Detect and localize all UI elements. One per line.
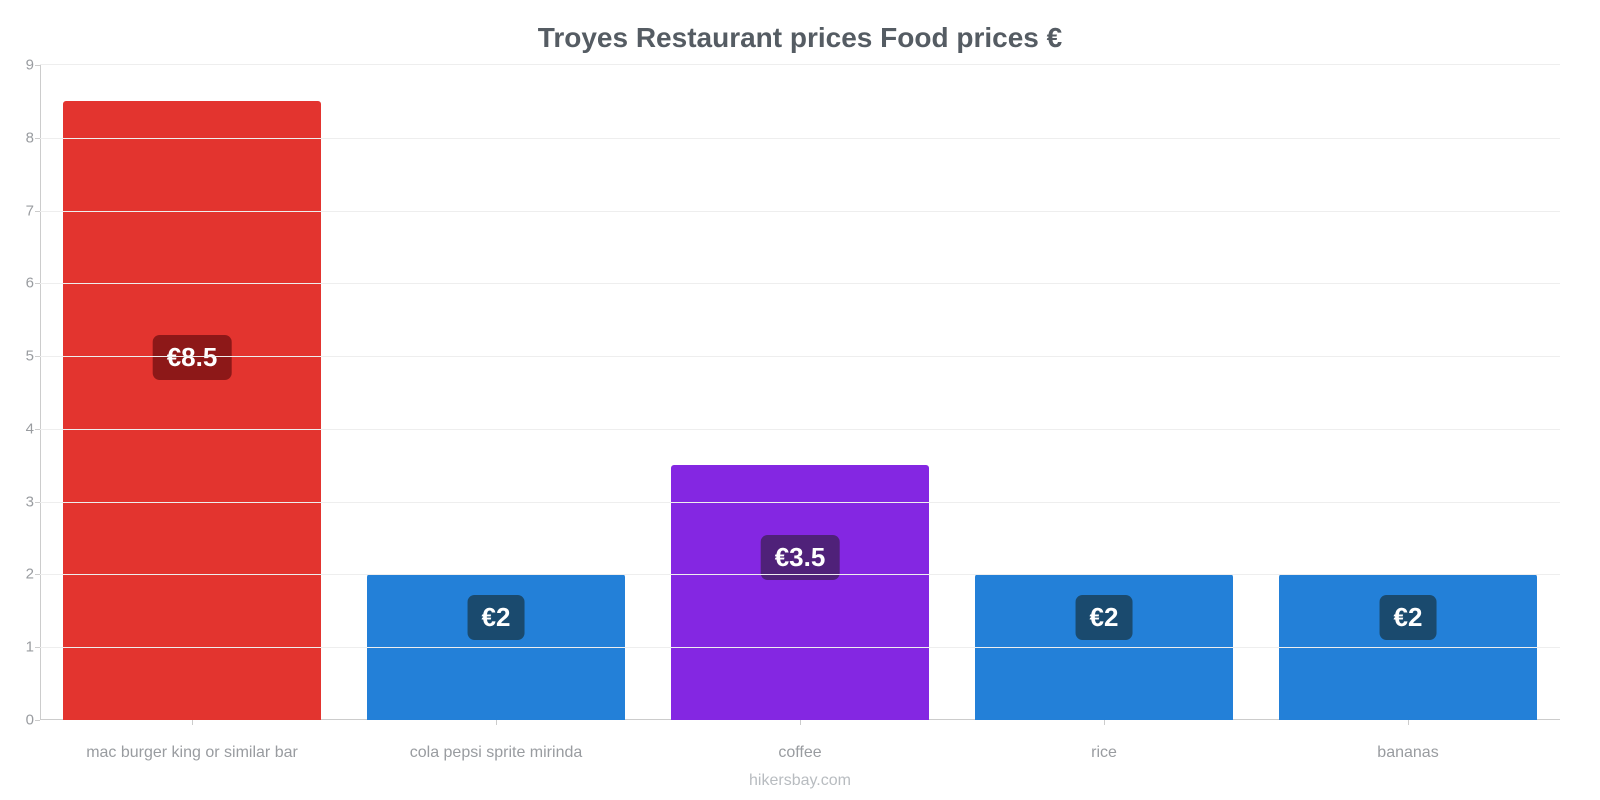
- y-tick-label: 8: [12, 129, 34, 146]
- grid-line: [40, 138, 1560, 139]
- y-tick-label: 6: [12, 275, 34, 292]
- bar-slot: €2: [344, 65, 648, 720]
- bars-container: €8.5 €2 €3.5 €2 €2: [40, 65, 1560, 720]
- x-category-label: rice: [952, 744, 1256, 762]
- value-badge: €2: [1380, 595, 1437, 640]
- value-badge: €2: [1076, 595, 1133, 640]
- plot-area: €8.5€2€3.5€2€2 0123456789: [40, 64, 1560, 720]
- value-badge: €8.5: [153, 335, 232, 380]
- x-labels: mac burger king or similar barcola pepsi…: [40, 744, 1560, 762]
- y-tick-label: 5: [12, 348, 34, 365]
- chart-plot: €8.5€2€3.5€2€2 0123456789: [40, 64, 1560, 720]
- bar-slot: €2: [952, 65, 1256, 720]
- y-tick-label: 2: [12, 566, 34, 583]
- grid-line: [40, 211, 1560, 212]
- x-tick-mark: [1408, 720, 1409, 725]
- y-tick-mark: [35, 283, 40, 284]
- grid-line: [40, 647, 1560, 648]
- bar-slot: €2: [1256, 65, 1560, 720]
- chart-title: Troyes Restaurant prices Food prices €: [0, 22, 1600, 54]
- x-tick-mark: [192, 720, 193, 725]
- y-tick-label: 1: [12, 639, 34, 656]
- x-tick-mark: [800, 720, 801, 725]
- grid-line: [40, 502, 1560, 503]
- bar: [63, 101, 321, 720]
- y-tick-label: 0: [12, 712, 34, 729]
- y-tick-mark: [35, 429, 40, 430]
- x-category-label: bananas: [1256, 744, 1560, 762]
- value-badge: €2: [468, 595, 525, 640]
- bar-slot: €3.5: [648, 65, 952, 720]
- bar: [671, 465, 929, 720]
- y-tick-mark: [35, 138, 40, 139]
- y-tick-mark: [35, 574, 40, 575]
- y-tick-label: 7: [12, 202, 34, 219]
- y-tick-mark: [35, 211, 40, 212]
- grid-line: [40, 429, 1560, 430]
- x-tick-mark: [1104, 720, 1105, 725]
- x-category-label: mac burger king or similar bar: [40, 744, 344, 762]
- y-tick-label: 9: [12, 57, 34, 74]
- grid-line: [40, 356, 1560, 357]
- y-tick-label: 4: [12, 420, 34, 437]
- x-category-label: coffee: [648, 744, 952, 762]
- y-tick-mark: [35, 65, 40, 66]
- x-category-label: cola pepsi sprite mirinda: [344, 744, 648, 762]
- bar-slot: €8.5: [40, 65, 344, 720]
- x-tick-mark: [496, 720, 497, 725]
- y-tick-mark: [35, 720, 40, 721]
- y-tick-mark: [35, 356, 40, 357]
- attribution: hikersbay.com: [0, 772, 1600, 790]
- y-tick-mark: [35, 647, 40, 648]
- grid-line: [40, 574, 1560, 575]
- value-badge: €3.5: [761, 535, 840, 580]
- y-tick-label: 3: [12, 493, 34, 510]
- grid-line: [40, 283, 1560, 284]
- y-tick-mark: [35, 502, 40, 503]
